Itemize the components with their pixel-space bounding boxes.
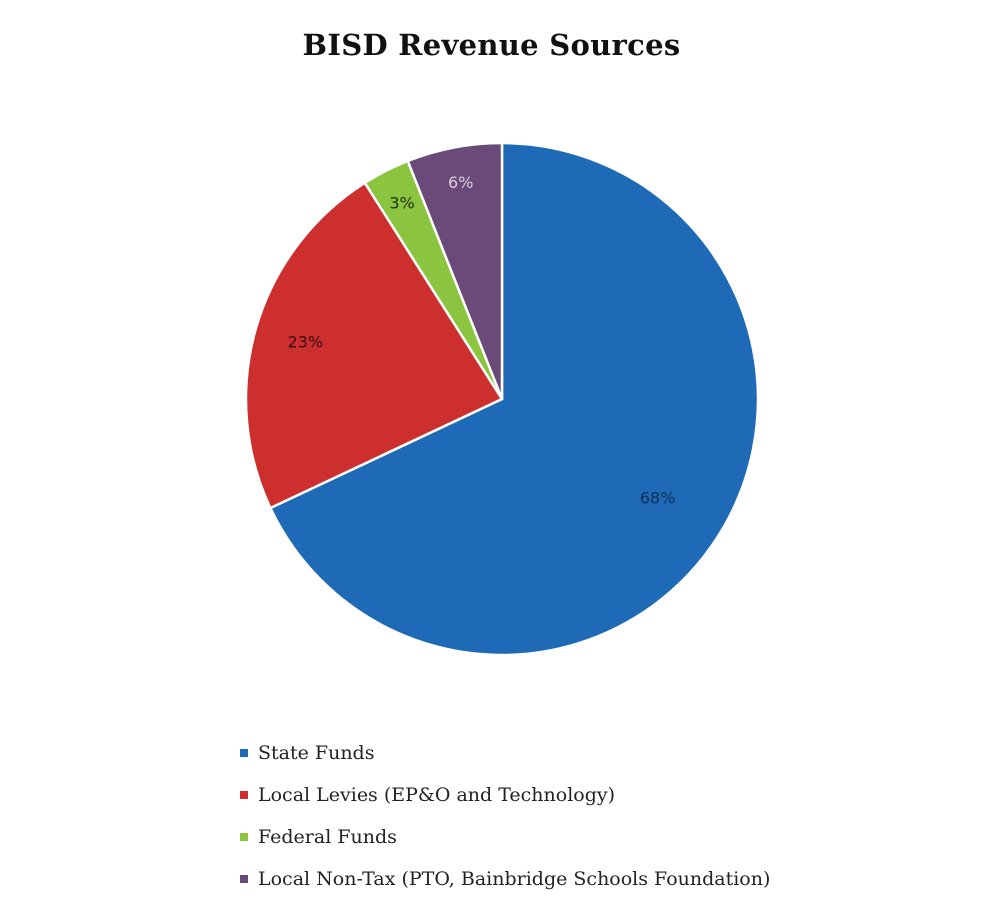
- legend-swatch: [240, 749, 248, 757]
- legend-item-state-funds: State Funds: [240, 732, 770, 774]
- legend-item-federal-funds: Federal Funds: [240, 816, 770, 858]
- pie-slice-state-funds: [269, 141, 760, 657]
- legend-label: Local Levies (EP&O and Technology): [258, 784, 616, 806]
- legend-swatch: [240, 791, 248, 799]
- data-label-local-levies-ep-o-and-technology: 23%: [288, 332, 324, 351]
- data-label-federal-funds: 3%: [389, 193, 414, 212]
- legend-label: Local Non-Tax (PTO, Bainbridge Schools F…: [258, 868, 771, 890]
- legend-item-local-non-tax-pto-bainbridge-schools-foundation: Local Non-Tax (PTO, Bainbridge Schools F…: [240, 858, 770, 900]
- legend-label: Federal Funds: [258, 826, 397, 848]
- chart-title: BISD Revenue Sources: [302, 28, 681, 62]
- pie-slices: [244, 141, 760, 657]
- pie-data-labels: 68% 23% 3% 6%: [288, 173, 676, 507]
- pie-slice-local-levies-ep-o-and-technology: [244, 181, 504, 510]
- legend-item-local-levies-ep-o-and-technology: Local Levies (EP&O and Technology): [240, 774, 770, 816]
- legend-label: State Funds: [258, 742, 375, 764]
- data-label-local-non-tax-pto-bainbridge-schools-foundation: 6%: [448, 173, 473, 192]
- legend-swatch: [240, 875, 248, 883]
- legend: State Funds Local Levies (EP&O and Techno…: [240, 732, 770, 900]
- pie-slice-local-non-tax-pto-bainbridge-schools-foundation: [406, 141, 504, 401]
- data-label-state-funds: 68%: [640, 488, 676, 507]
- legend-swatch: [240, 833, 248, 841]
